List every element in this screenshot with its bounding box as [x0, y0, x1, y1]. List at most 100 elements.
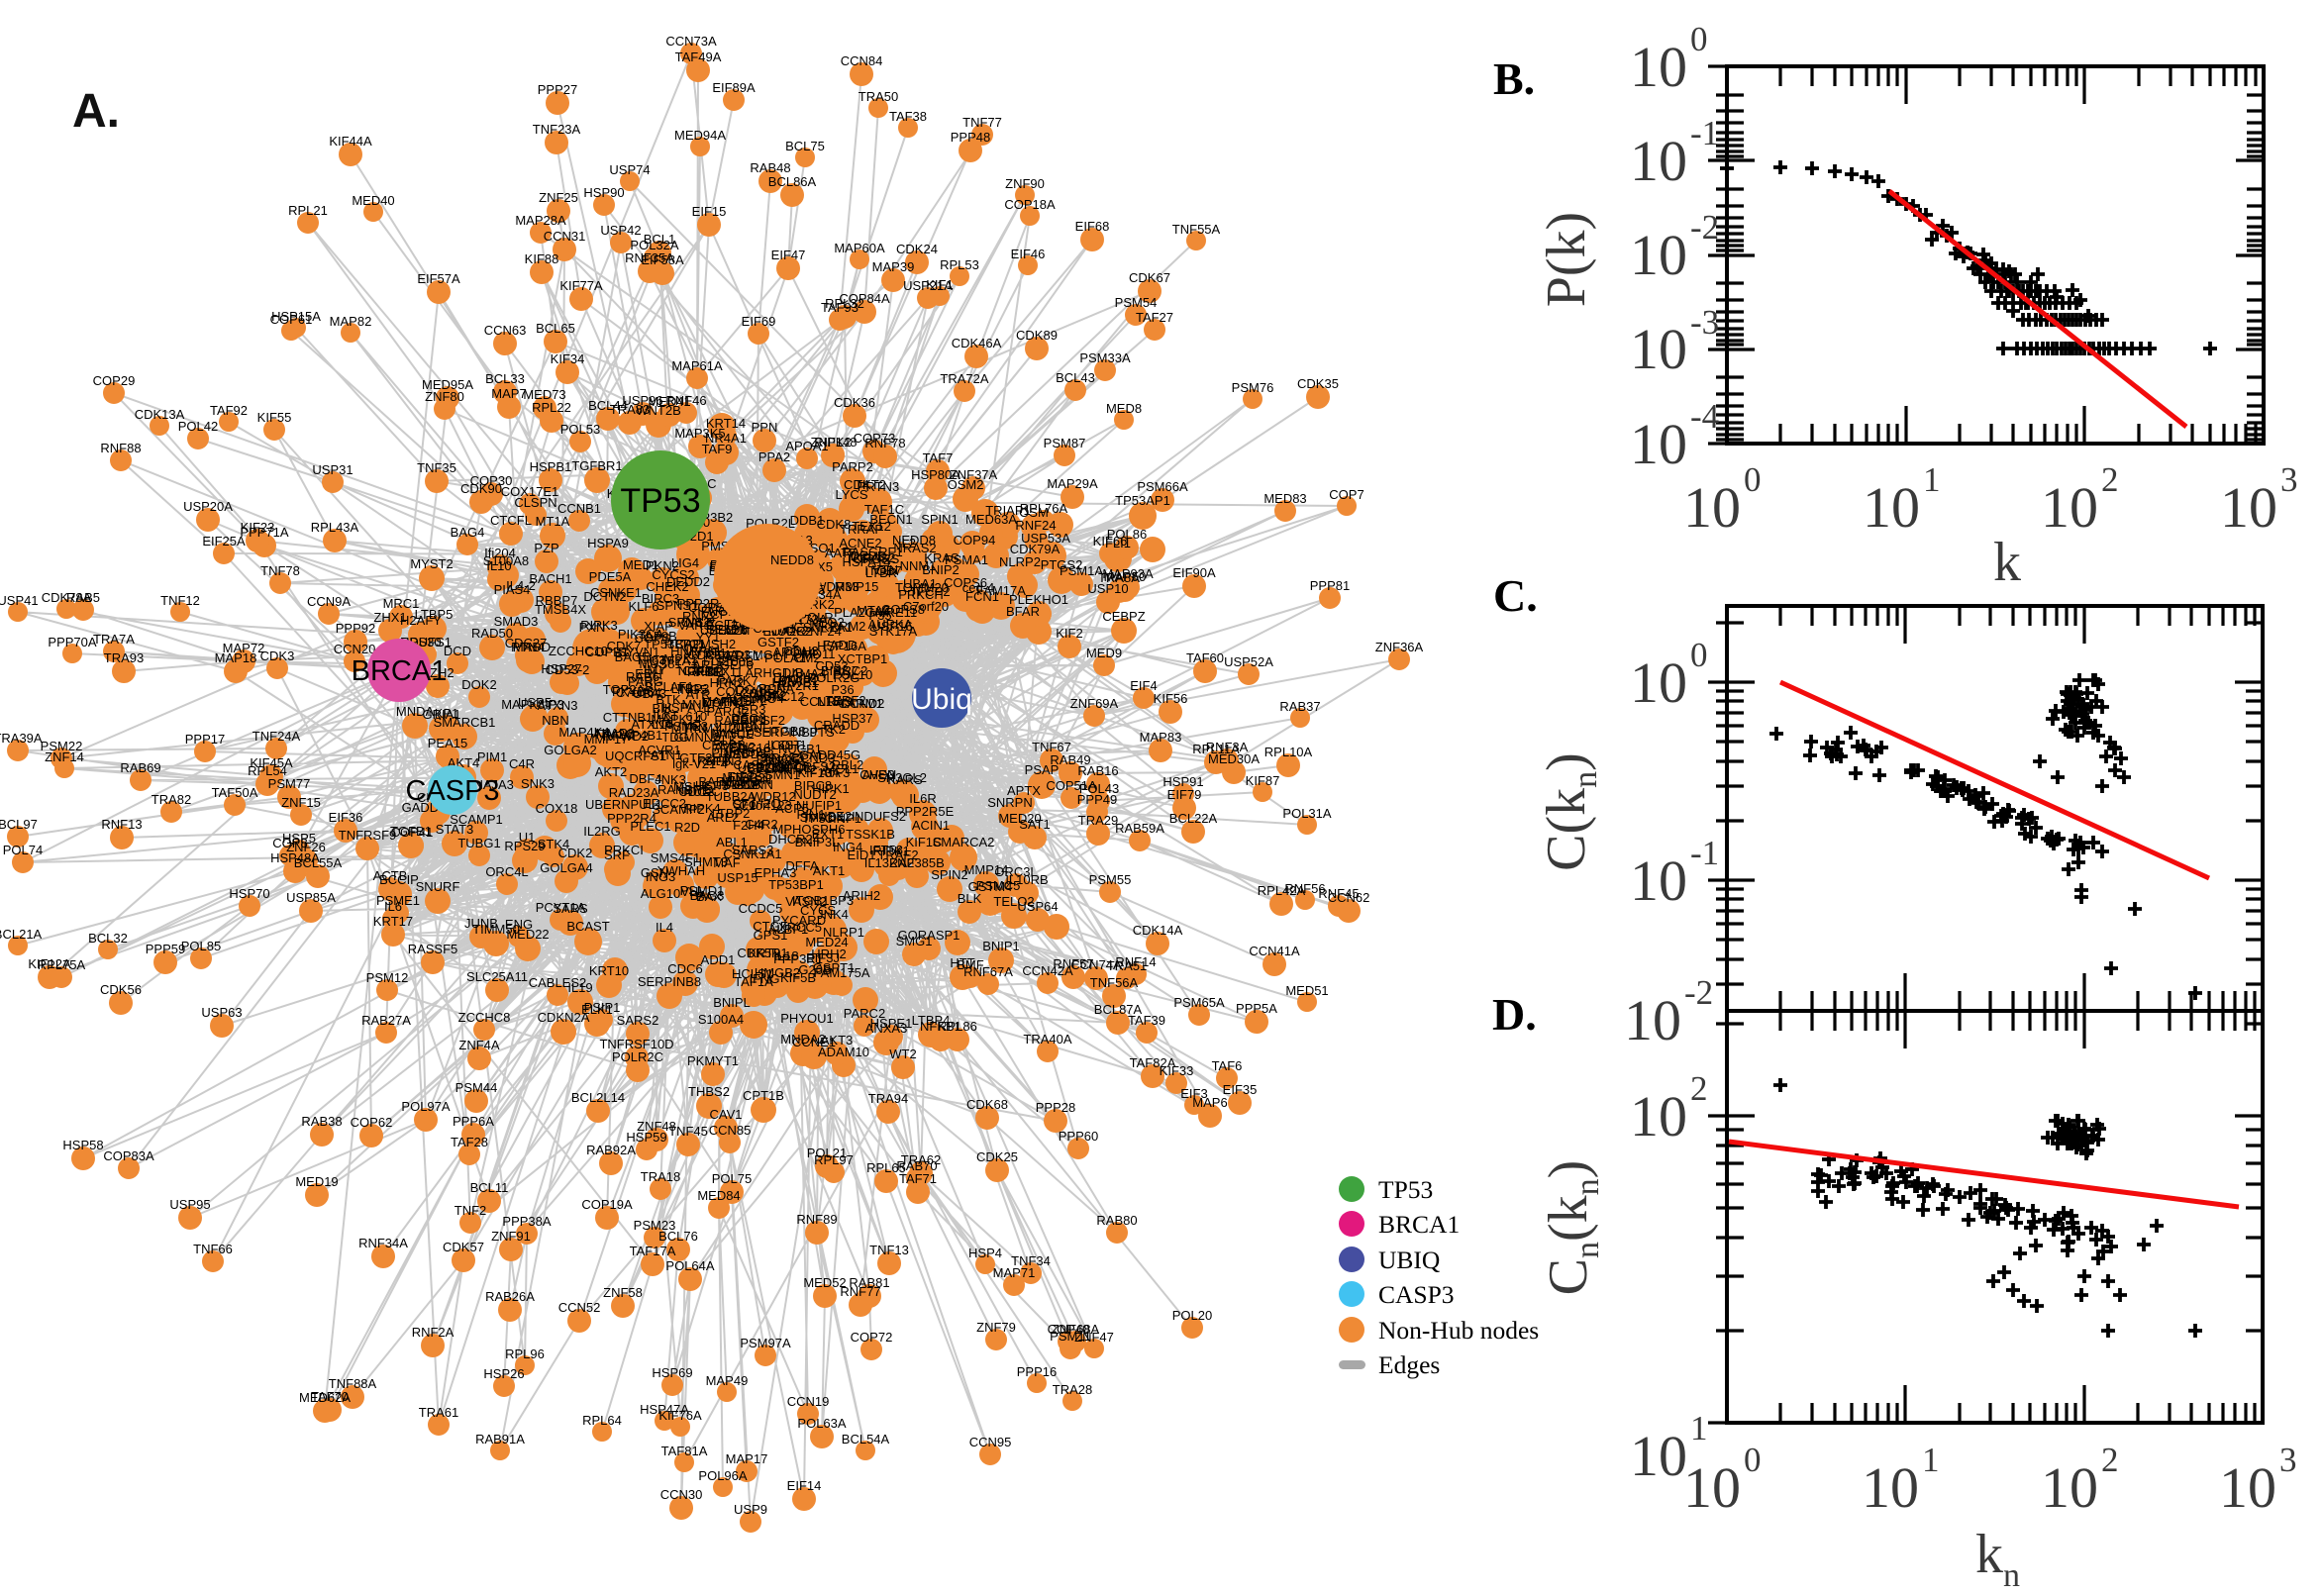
- svg-text:USP52A: USP52A: [1224, 654, 1273, 669]
- svg-text:MNDA: MNDA: [396, 704, 435, 719]
- svg-text:ACNE2: ACNE2: [839, 536, 881, 550]
- svg-text:POL21: POL21: [807, 1146, 847, 1160]
- svg-text:0: 0: [1744, 460, 1762, 499]
- svg-text:SERPINB8: SERPINB8: [638, 974, 701, 989]
- svg-text:RAB1B: RAB1B: [719, 777, 761, 792]
- svg-text:PPP6A: PPP6A: [453, 1114, 494, 1129]
- svg-text:COP7: COP7: [1329, 487, 1364, 502]
- svg-text:SMS4F1: SMS4F1: [651, 850, 701, 865]
- svg-text:MED1: MED1: [623, 557, 658, 572]
- svg-text:BFAR: BFAR: [1006, 604, 1040, 619]
- svg-text:TAF92: TAF92: [210, 403, 248, 418]
- svg-text:PPP92: PPP92: [336, 621, 375, 636]
- svg-text:RPL86: RPL86: [938, 1019, 977, 1034]
- svg-text:BNIP1: BNIP1: [982, 939, 1020, 953]
- svg-text:-2: -2: [1684, 973, 1713, 1012]
- svg-text:10: 10: [1683, 475, 1741, 540]
- svg-text:MED51: MED51: [1285, 983, 1328, 998]
- svg-text:PPP60: PPP60: [1059, 1129, 1098, 1144]
- svg-text:TRA18: TRA18: [641, 1169, 680, 1184]
- svg-text:USP20A: USP20A: [183, 499, 233, 514]
- svg-text:BCL97: BCL97: [0, 817, 38, 832]
- svg-text:CCN9A: CCN9A: [307, 594, 351, 609]
- svg-text:RNF78: RNF78: [864, 436, 905, 450]
- svg-text:SPNS2: SPNS2: [668, 615, 711, 630]
- svg-text:COP61: COP61: [270, 312, 313, 327]
- svg-text:NLRP2: NLRP2: [999, 554, 1041, 569]
- svg-text:CCN52: CCN52: [558, 1300, 601, 1315]
- svg-text:DFFA: DFFA: [785, 858, 819, 873]
- svg-text:CCN19: CCN19: [787, 1394, 830, 1409]
- svg-text:10: 10: [1630, 1084, 1687, 1148]
- svg-text:10: 10: [1630, 1424, 1687, 1488]
- svg-text:10: 10: [1630, 35, 1687, 99]
- svg-text:AP4B1: AP4B1: [623, 728, 662, 743]
- svg-text:CDK3: CDK3: [260, 648, 295, 663]
- svg-text:A2M: A2M: [724, 623, 751, 638]
- svg-text:RAB26A: RAB26A: [485, 1289, 535, 1304]
- svg-text:KIF56: KIF56: [1154, 691, 1188, 706]
- svg-text:ATXN3: ATXN3: [538, 698, 578, 713]
- svg-text:COP94: COP94: [954, 533, 996, 548]
- svg-text:CABLES2: CABLES2: [529, 975, 587, 990]
- svg-text:MED40: MED40: [352, 193, 394, 208]
- svg-text:USP15: USP15: [717, 870, 758, 885]
- svg-text:-1: -1: [1690, 114, 1719, 152]
- svg-text:SMARCA2: SMARCA2: [933, 835, 995, 849]
- svg-text:NBN: NBN: [542, 713, 568, 728]
- svg-text:NEDD8: NEDD8: [770, 552, 814, 567]
- svg-text:MED84: MED84: [697, 1188, 740, 1203]
- svg-text:BCL2L14: BCL2L14: [571, 1090, 625, 1105]
- svg-text:RNF89: RNF89: [796, 1212, 837, 1227]
- svg-text:KIF23: KIF23: [241, 520, 275, 535]
- svg-text:ING3: ING3: [646, 869, 675, 884]
- svg-text:USP42: USP42: [600, 223, 641, 238]
- svg-text:KRT14: KRT14: [706, 416, 746, 431]
- svg-text:Ubiq: Ubiq: [911, 683, 972, 716]
- svg-text:BCL86A: BCL86A: [768, 174, 817, 189]
- svg-text:PPP16: PPP16: [1017, 1364, 1057, 1379]
- svg-text:RKR: RKR: [695, 664, 722, 679]
- svg-text:KIF76A: KIF76A: [658, 1408, 702, 1423]
- svg-text:RPL21: RPL21: [288, 203, 328, 218]
- svg-text:CDK8: CDK8: [817, 517, 852, 532]
- svg-text:IL2RG: IL2RG: [583, 824, 621, 839]
- svg-text:ZNF68A: ZNF68A: [1052, 1322, 1100, 1337]
- svg-text:EIF90A: EIF90A: [1172, 565, 1216, 580]
- svg-text:NRAS2: NRAS2: [893, 541, 936, 555]
- svg-text:MAP29A: MAP29A: [1047, 476, 1098, 491]
- svg-text:KIF77A: KIF77A: [559, 278, 603, 293]
- svg-text:TRA29: TRA29: [1078, 813, 1118, 828]
- svg-text:ERH: ERH: [635, 666, 661, 681]
- svg-text:POL96A: POL96A: [698, 1468, 747, 1483]
- svg-text:USP16: USP16: [871, 619, 912, 634]
- svg-text:CCN20: CCN20: [334, 642, 376, 656]
- svg-text:RPL54: RPL54: [248, 763, 287, 778]
- svg-text:ZHX1: ZHX1: [373, 610, 406, 625]
- svg-text:BLK: BLK: [958, 891, 982, 906]
- svg-text:TP53BP1: TP53BP1: [768, 877, 824, 892]
- svg-text:BLK2: BLK2: [713, 733, 745, 748]
- svg-text:LAMA4: LAMA4: [784, 666, 827, 681]
- svg-text:1: 1: [1923, 460, 1941, 499]
- svg-text:MAP6: MAP6: [1192, 1095, 1227, 1110]
- svg-text:TCAP: TCAP: [667, 637, 702, 651]
- svg-text:WT2: WT2: [889, 1047, 916, 1061]
- svg-text:S100A4: S100A4: [698, 1012, 744, 1027]
- svg-text:ZNF90: ZNF90: [1005, 176, 1045, 191]
- svg-text:CDK56: CDK56: [100, 982, 142, 997]
- svg-text:RPL53: RPL53: [940, 257, 979, 272]
- svg-text:NDUFS2: NDUFS2: [855, 809, 906, 824]
- svg-text:CCN73A: CCN73A: [665, 34, 717, 49]
- svg-text:-1: -1: [1690, 834, 1719, 872]
- svg-text:VARS: VARS: [678, 618, 713, 633]
- svg-text:MAP49: MAP49: [706, 1373, 749, 1388]
- svg-text:HSPA9: HSPA9: [587, 536, 629, 550]
- svg-text:BRCA1: BRCA1: [1378, 1210, 1460, 1239]
- svg-text:PPP28: PPP28: [1036, 1100, 1075, 1115]
- svg-text:TK2: TK2: [822, 722, 846, 737]
- svg-text:FCN1: FCN1: [965, 589, 999, 604]
- svg-text:MTA2: MTA2: [857, 603, 890, 618]
- svg-text:10: 10: [1630, 412, 1687, 476]
- svg-text:RASSF5: RASSF5: [408, 942, 458, 956]
